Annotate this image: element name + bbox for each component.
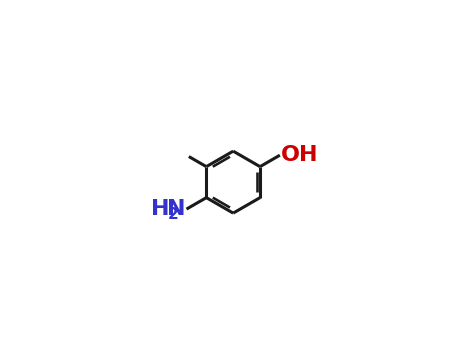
Text: OH: OH [281, 145, 318, 165]
Text: N: N [167, 199, 186, 219]
Text: 2: 2 [167, 208, 178, 222]
Text: H: H [151, 199, 169, 219]
